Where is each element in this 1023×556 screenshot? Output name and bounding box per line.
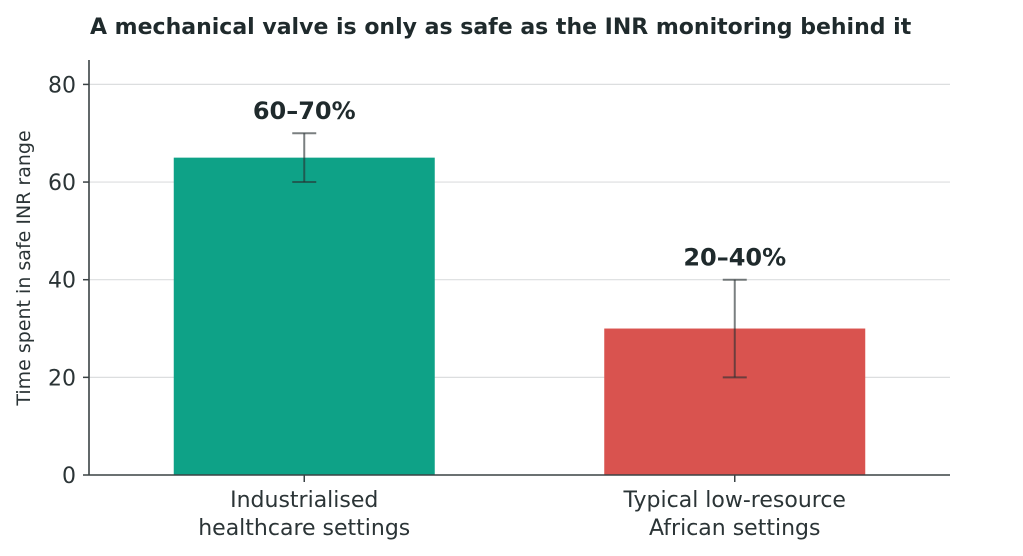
error-bars	[292, 132, 747, 379]
chart-title: A mechanical valve is only as safe as th…	[90, 15, 912, 40]
x-tick-label: healthcare settings	[198, 516, 410, 541]
x-tick-label: Industrialised	[230, 488, 378, 513]
x-tick-label: Typical low-resource	[623, 488, 846, 513]
y-tick-label: 20	[48, 366, 76, 391]
y-ticks: 0 20 40 60 80	[48, 73, 89, 489]
axes	[88, 60, 950, 476]
x-ticks: Industrialised healthcare settings Typical…	[198, 475, 846, 541]
data-labels: 60–70% 20–40%	[253, 97, 786, 271]
data-label: 20–40%	[683, 244, 786, 272]
y-tick-label: 80	[48, 73, 76, 98]
y-tick-label: 60	[48, 171, 76, 196]
bar	[173, 157, 435, 475]
x-tick-label: African settings	[649, 516, 820, 541]
error-bar	[722, 278, 747, 379]
bars	[173, 157, 866, 475]
y-tick-label: 0	[62, 464, 76, 489]
error-bar	[292, 132, 317, 184]
y-tick-label: 40	[48, 269, 76, 294]
data-label: 60–70%	[253, 97, 356, 125]
y-axis-label: Time spent in safe INR range	[13, 130, 35, 406]
